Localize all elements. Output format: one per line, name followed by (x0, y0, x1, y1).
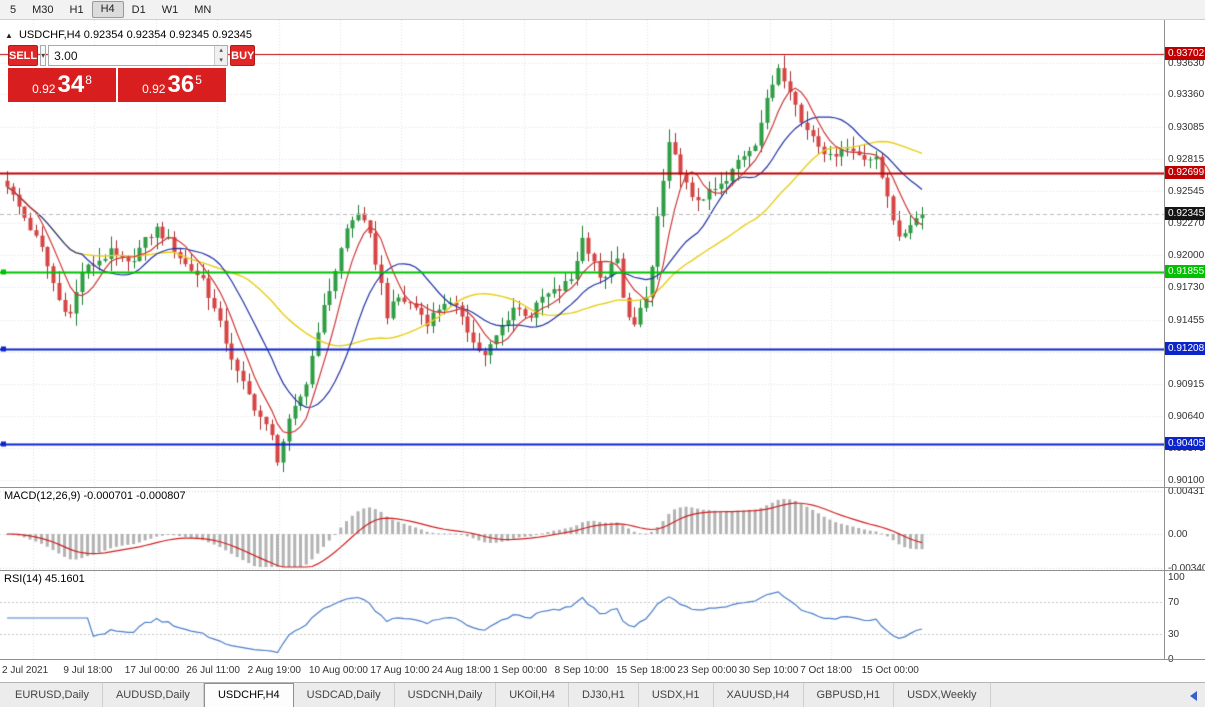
axis-tick-label: 0.90915 (1168, 378, 1205, 390)
rsi-panel-canvas[interactable] (0, 571, 1164, 659)
price-line-badge: 0.91208 (1165, 341, 1205, 355)
price-line-badge: 0.93702 (1165, 47, 1205, 61)
current-price-badge: 0.92345 (1165, 207, 1205, 221)
chart-tab-dj30-h1[interactable]: DJ30,H1 (569, 683, 639, 707)
time-axis-label: 10 Aug 00:00 (309, 665, 368, 676)
price-axis-separator (1164, 20, 1165, 660)
buy-price-panel[interactable]: 0.92 36 5 (118, 68, 226, 102)
volume-input[interactable] (49, 46, 215, 65)
time-axis-label: 26 Jul 11:00 (186, 665, 240, 676)
axis-tick-label: 70 (1168, 596, 1180, 608)
axis-tick-label: 0.93630 (1168, 57, 1205, 69)
time-axis-label: 24 Aug 18:00 (431, 665, 491, 676)
volume-dropdown-button[interactable]: ▾ (40, 45, 47, 66)
time-axis-label: 30 Sep 10:00 (738, 665, 799, 676)
trade-controls-row: SELL ▾ ▴ ▾ BUY (8, 45, 256, 66)
time-axis-label: 8 Sep 10:00 (554, 665, 609, 676)
chart-title: ▲ USDCHF,H4 0.92354 0.92354 0.92345 0.92… (5, 29, 252, 41)
axis-tick-label: 0.93360 (1168, 89, 1205, 101)
chevron-down-icon: ▾ (41, 51, 46, 60)
volume-decrement-icon[interactable]: ▾ (215, 55, 228, 65)
sell-price-pipette: 8 (85, 72, 92, 87)
axis-tick-label: 0.00431 (1168, 485, 1205, 497)
timeframe-button-5[interactable]: 5 (10, 3, 17, 16)
macd-indicator-label: MACD(12,26,9) -0.000701 -0.000807 (4, 490, 186, 502)
timeframe-button-h4[interactable]: H4 (91, 1, 124, 18)
chart-tab-gbpusd-h1[interactable]: GBPUSD,H1 (804, 683, 895, 707)
timeframe-toolbar: 5 M30 H1 H4 D1 W1 MN (0, 0, 1205, 20)
axis-tick-label: 0.92000 (1168, 250, 1205, 262)
buy-button[interactable]: BUY (230, 45, 256, 66)
price-axis[interactable]: 0.93630 0.93360 0.93085 0.92815 0.92545 0.922… (1165, 20, 1205, 665)
chart-tab-eurusd-daily[interactable]: EURUSD,Daily (2, 683, 103, 707)
panel-separator[interactable] (0, 570, 1205, 571)
chart-tab-bar: EURUSD,Daily AUDUSD,Daily USDCHF,H4 USDCAD,… (0, 682, 1205, 707)
volume-field: ▴ ▾ (48, 45, 229, 66)
volume-increment-icon[interactable]: ▴ (215, 46, 228, 56)
chart-tab-usdcnh-daily[interactable]: USDCNH,Daily (395, 683, 497, 707)
time-axis-label: 23 Sep 00:00 (677, 665, 737, 676)
time-axis-label: 2 Aug 19:00 (247, 665, 301, 676)
chart-tab-usdcad-daily[interactable]: USDCAD,Daily (294, 683, 395, 707)
timeframe-button-d1[interactable]: D1 (131, 3, 146, 16)
sell-button[interactable]: SELL (8, 45, 39, 66)
timeframe-button-m30[interactable]: M30 (32, 3, 54, 16)
trade-prices-row: 0.92 34 8 0.92 36 5 (8, 68, 226, 102)
one-click-trading-widget: SELL ▾ ▴ ▾ BUY 0.92 34 8 0.92 36 5 (8, 45, 256, 102)
time-axis[interactable]: 2 Jul 2021 9 Jul 18:00 17 Jul 00:00 26 Jul … (0, 660, 1205, 682)
price-line-badge: 0.90405 (1165, 436, 1205, 450)
chart-tab-audusd-daily[interactable]: AUDUSD,Daily (103, 683, 204, 707)
axis-tick-label: 0.90640 (1168, 411, 1205, 423)
time-axis-label: 9 Jul 18:00 (63, 665, 113, 676)
panel-separator[interactable] (0, 487, 1205, 488)
price-line-badge: 0.92699 (1165, 165, 1205, 179)
axis-tick-label: 0.00 (1168, 529, 1188, 540)
timeframe-button-w1[interactable]: W1 (161, 3, 179, 16)
axis-tick-label: -0.00340 (1168, 563, 1205, 574)
chart-tab-usdx-weekly[interactable]: USDX,Weekly (894, 683, 991, 707)
axis-tick-label: 0.91730 (1168, 282, 1205, 294)
timeframe-button-mn[interactable]: MN (194, 3, 212, 16)
axis-tick-label: 0.90100 (1168, 474, 1205, 486)
axis-tick-label: 0.93085 (1168, 121, 1205, 133)
rsi-indicator-label: RSI(14) 45.1601 (4, 573, 85, 585)
axis-tick-label: 30 (1168, 629, 1180, 641)
macd-panel-canvas[interactable] (0, 488, 1164, 570)
timeframe-button-h1[interactable]: H1 (69, 3, 84, 16)
sell-price-pips: 34 (57, 71, 85, 98)
time-axis-label: 2 Jul 2021 (2, 665, 49, 676)
chart-tab-usdchf-h4[interactable]: USDCHF,H4 (203, 683, 294, 707)
time-axis-label: 7 Oct 18:00 (800, 665, 852, 676)
time-axis-label: 17 Jul 00:00 (124, 665, 180, 676)
chart-tab-xauusd-h4[interactable]: XAUUSD,H4 (714, 683, 804, 707)
axis-tick-label: 0.92815 (1168, 153, 1205, 165)
buy-price-base: 0.92 (142, 81, 166, 96)
time-axis-label: 15 Oct 00:00 (861, 665, 919, 676)
collapse-chart-icon[interactable]: ▲ (5, 31, 13, 40)
time-axis-label: 15 Sep 18:00 (616, 665, 676, 676)
chart-tab-usdx-h1[interactable]: USDX,H1 (639, 683, 714, 707)
axis-tick-label: 100 (1168, 572, 1185, 583)
time-axis-label: 17 Aug 10:00 (370, 665, 430, 676)
buy-price-pips: 36 (167, 71, 195, 98)
time-axis-label: 1 Sep 00:00 (493, 665, 548, 676)
tab-scroll-left-icon[interactable] (1190, 691, 1197, 701)
chart-tab-ukoil-h4[interactable]: UKOil,H4 (496, 683, 570, 707)
panel-separator (0, 659, 1205, 660)
sell-price-panel[interactable]: 0.92 34 8 (8, 68, 116, 102)
chart-title-text: USDCHF,H4 0.92354 0.92354 0.92345 0.9234… (18, 29, 252, 41)
axis-tick-label: 0.91455 (1168, 314, 1205, 326)
axis-tick-label: 0.92270 (1168, 218, 1205, 230)
volume-spinner: ▴ ▾ (214, 46, 228, 65)
price-line-badge: 0.91855 (1165, 265, 1205, 279)
axis-tick-label: 0.92545 (1168, 185, 1205, 197)
buy-price-pipette: 5 (195, 72, 202, 87)
sell-price-base: 0.92 (32, 81, 56, 96)
